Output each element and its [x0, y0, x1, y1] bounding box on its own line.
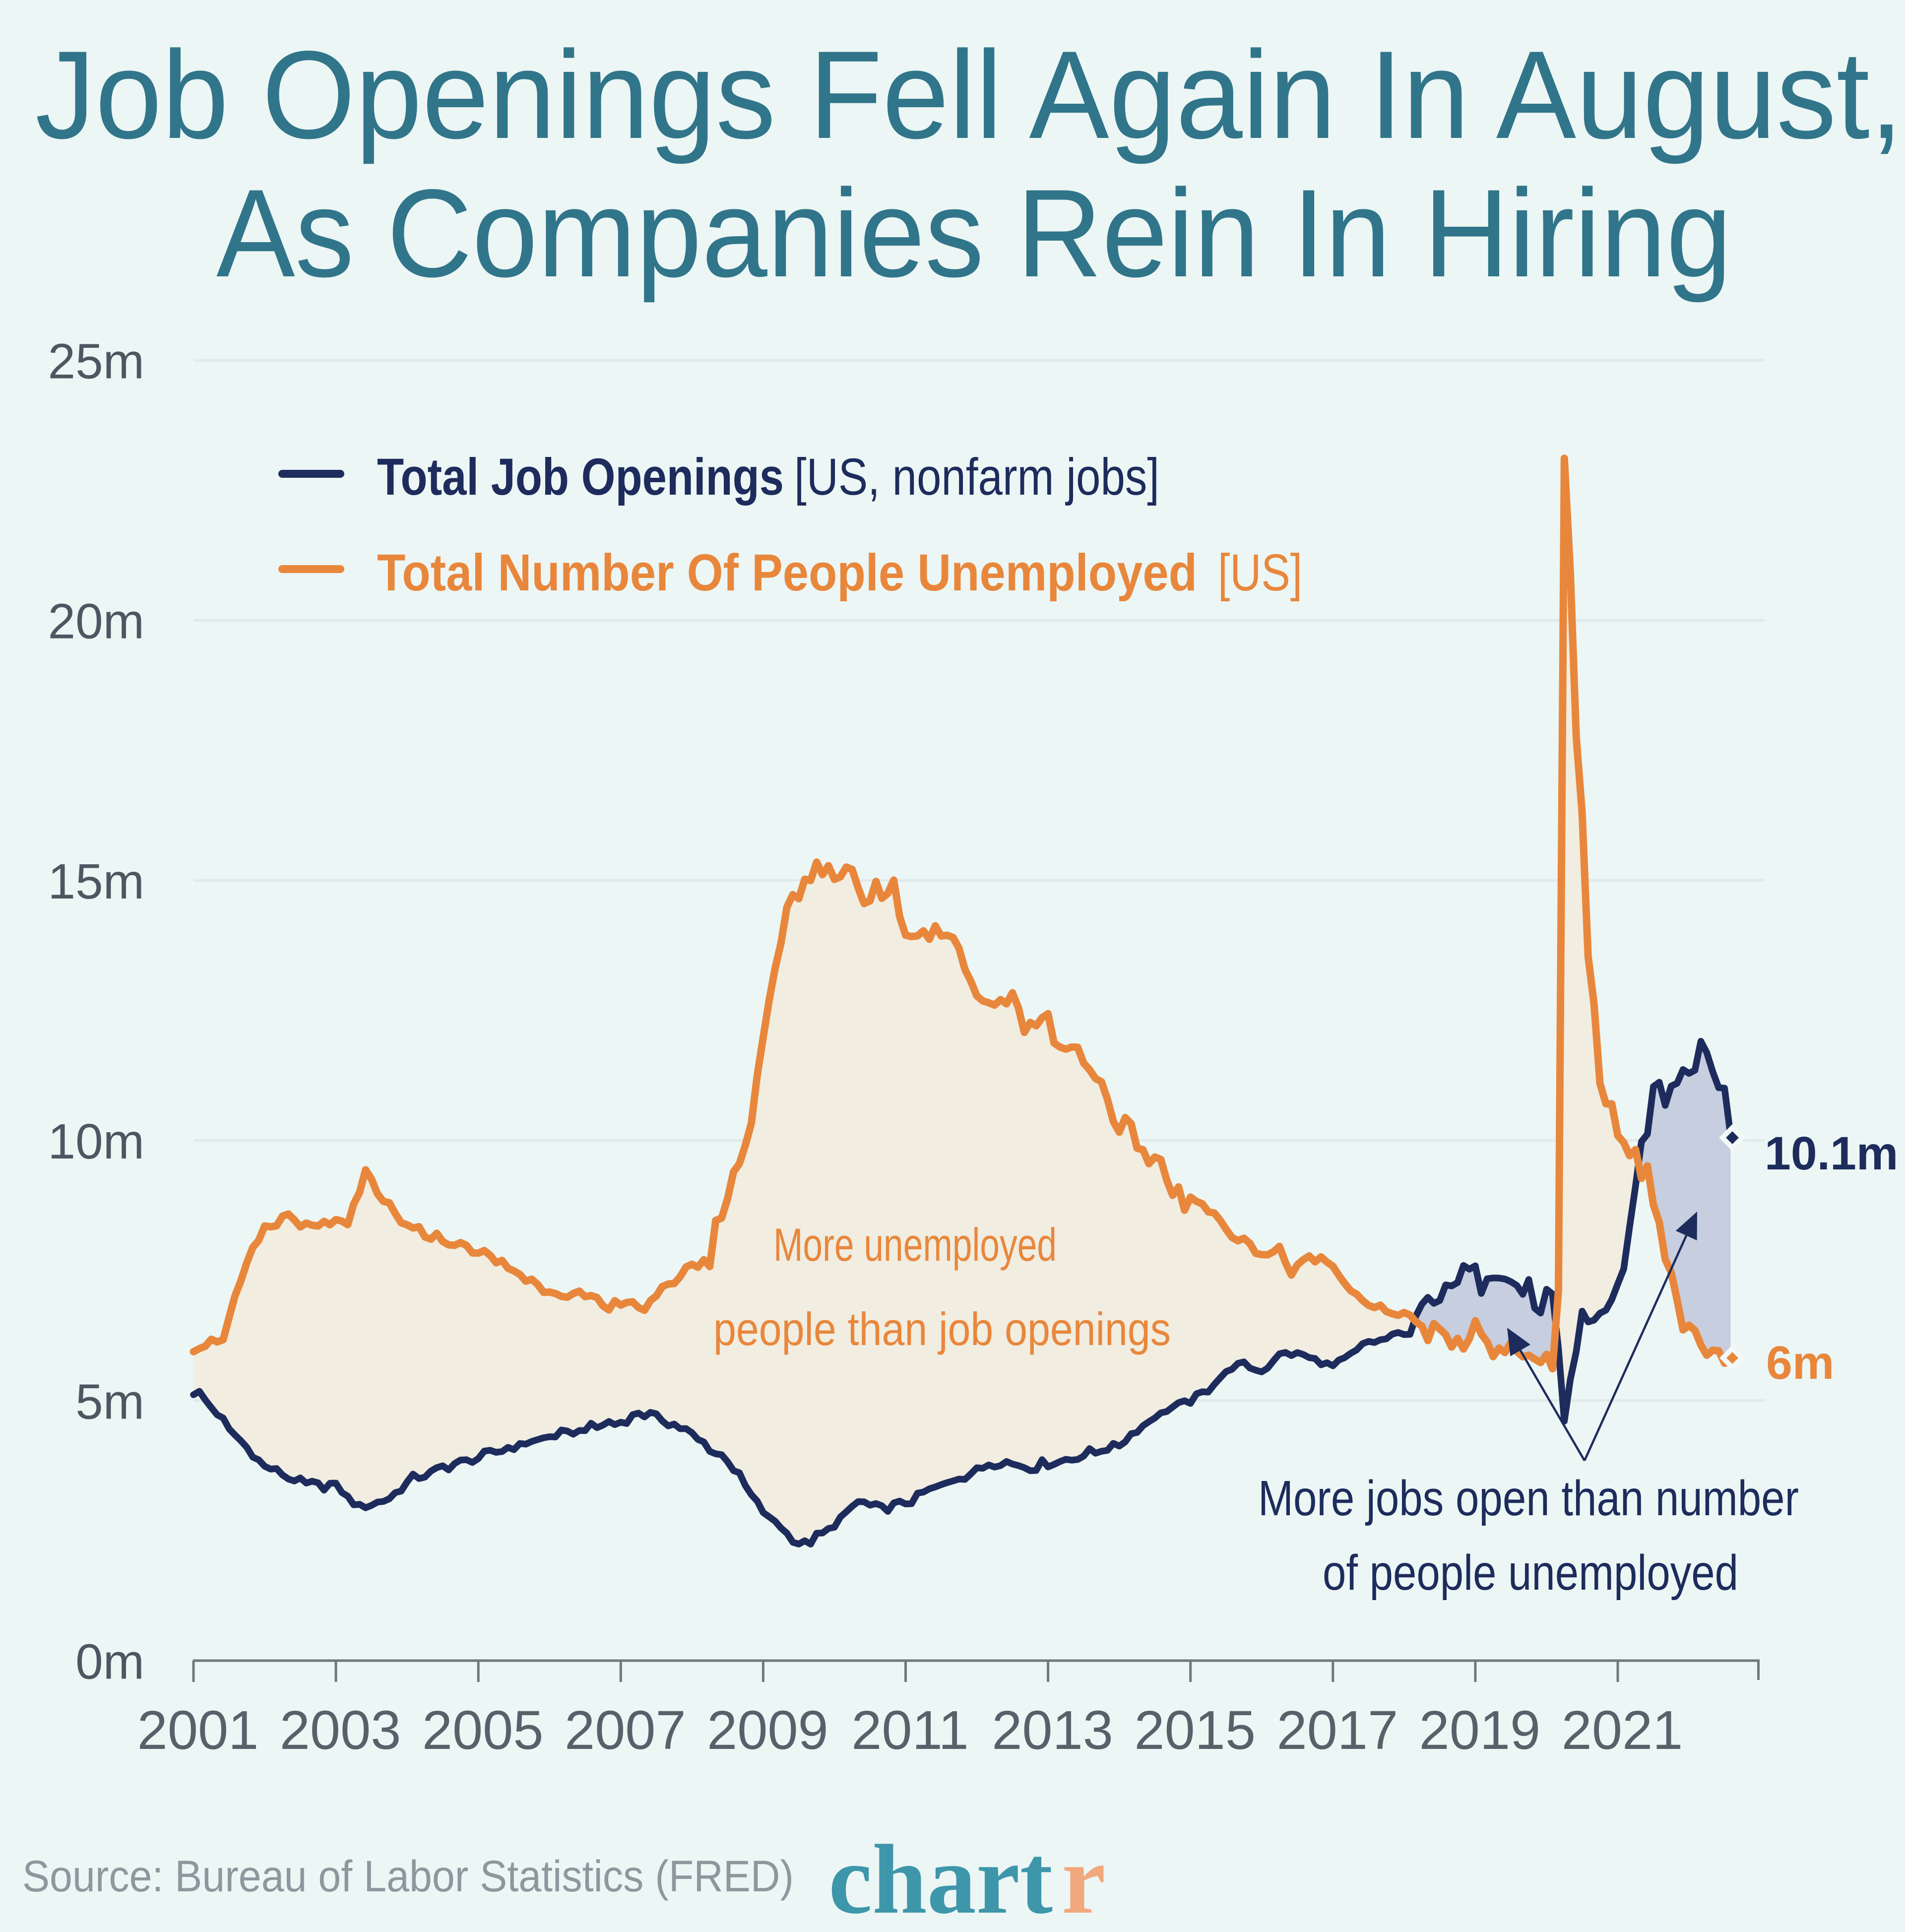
svg-text:of people unemployed: of people unemployed — [1323, 1545, 1738, 1601]
svg-text:2003: 2003 — [280, 1700, 401, 1761]
svg-text:2017: 2017 — [1276, 1700, 1398, 1761]
svg-text:2009: 2009 — [707, 1700, 828, 1761]
svg-text:Total Number Of People Unemplo: Total Number Of People Unemployed — [377, 544, 1197, 602]
svg-text:chart: chart — [828, 1825, 1053, 1930]
svg-text:2007: 2007 — [565, 1700, 686, 1761]
svg-text:Job Openings Fell Again In Aug: Job Openings Fell Again In August, — [35, 25, 1903, 165]
svg-text:people than job openings: people than job openings — [713, 1303, 1171, 1355]
svg-text:5m: 5m — [75, 1374, 144, 1429]
svg-text:15m: 15m — [48, 854, 144, 909]
svg-text:[US]: [US] — [1218, 544, 1302, 602]
svg-text:0m: 0m — [75, 1634, 144, 1690]
svg-text:Total Job Openings: Total Job Openings — [377, 448, 784, 506]
svg-text:Source: Bureau of Labor Statis: Source: Bureau of Labor Statistics (FRED… — [22, 1851, 794, 1901]
svg-text:More unemployed: More unemployed — [773, 1219, 1057, 1271]
svg-text:2011: 2011 — [851, 1700, 969, 1761]
svg-text:More jobs open than number: More jobs open than number — [1258, 1471, 1799, 1526]
svg-text:2005: 2005 — [422, 1700, 544, 1761]
svg-text:2021: 2021 — [1562, 1700, 1683, 1761]
svg-text:20m: 20m — [48, 594, 144, 649]
svg-text:r: r — [1062, 1825, 1106, 1930]
svg-text:10m: 10m — [48, 1114, 144, 1169]
svg-text:2001: 2001 — [137, 1700, 259, 1761]
svg-text:10.1m: 10.1m — [1765, 1127, 1898, 1180]
svg-text:2015: 2015 — [1134, 1700, 1256, 1761]
svg-text:2013: 2013 — [992, 1700, 1113, 1761]
svg-text:As Companies Rein In Hiring: As Companies Rein In Hiring — [216, 164, 1732, 303]
svg-text:[US, nonfarm jobs]: [US, nonfarm jobs] — [794, 448, 1159, 506]
svg-text:2019: 2019 — [1419, 1700, 1541, 1761]
svg-text:25m: 25m — [48, 334, 144, 389]
svg-text:6m: 6m — [1766, 1337, 1834, 1389]
